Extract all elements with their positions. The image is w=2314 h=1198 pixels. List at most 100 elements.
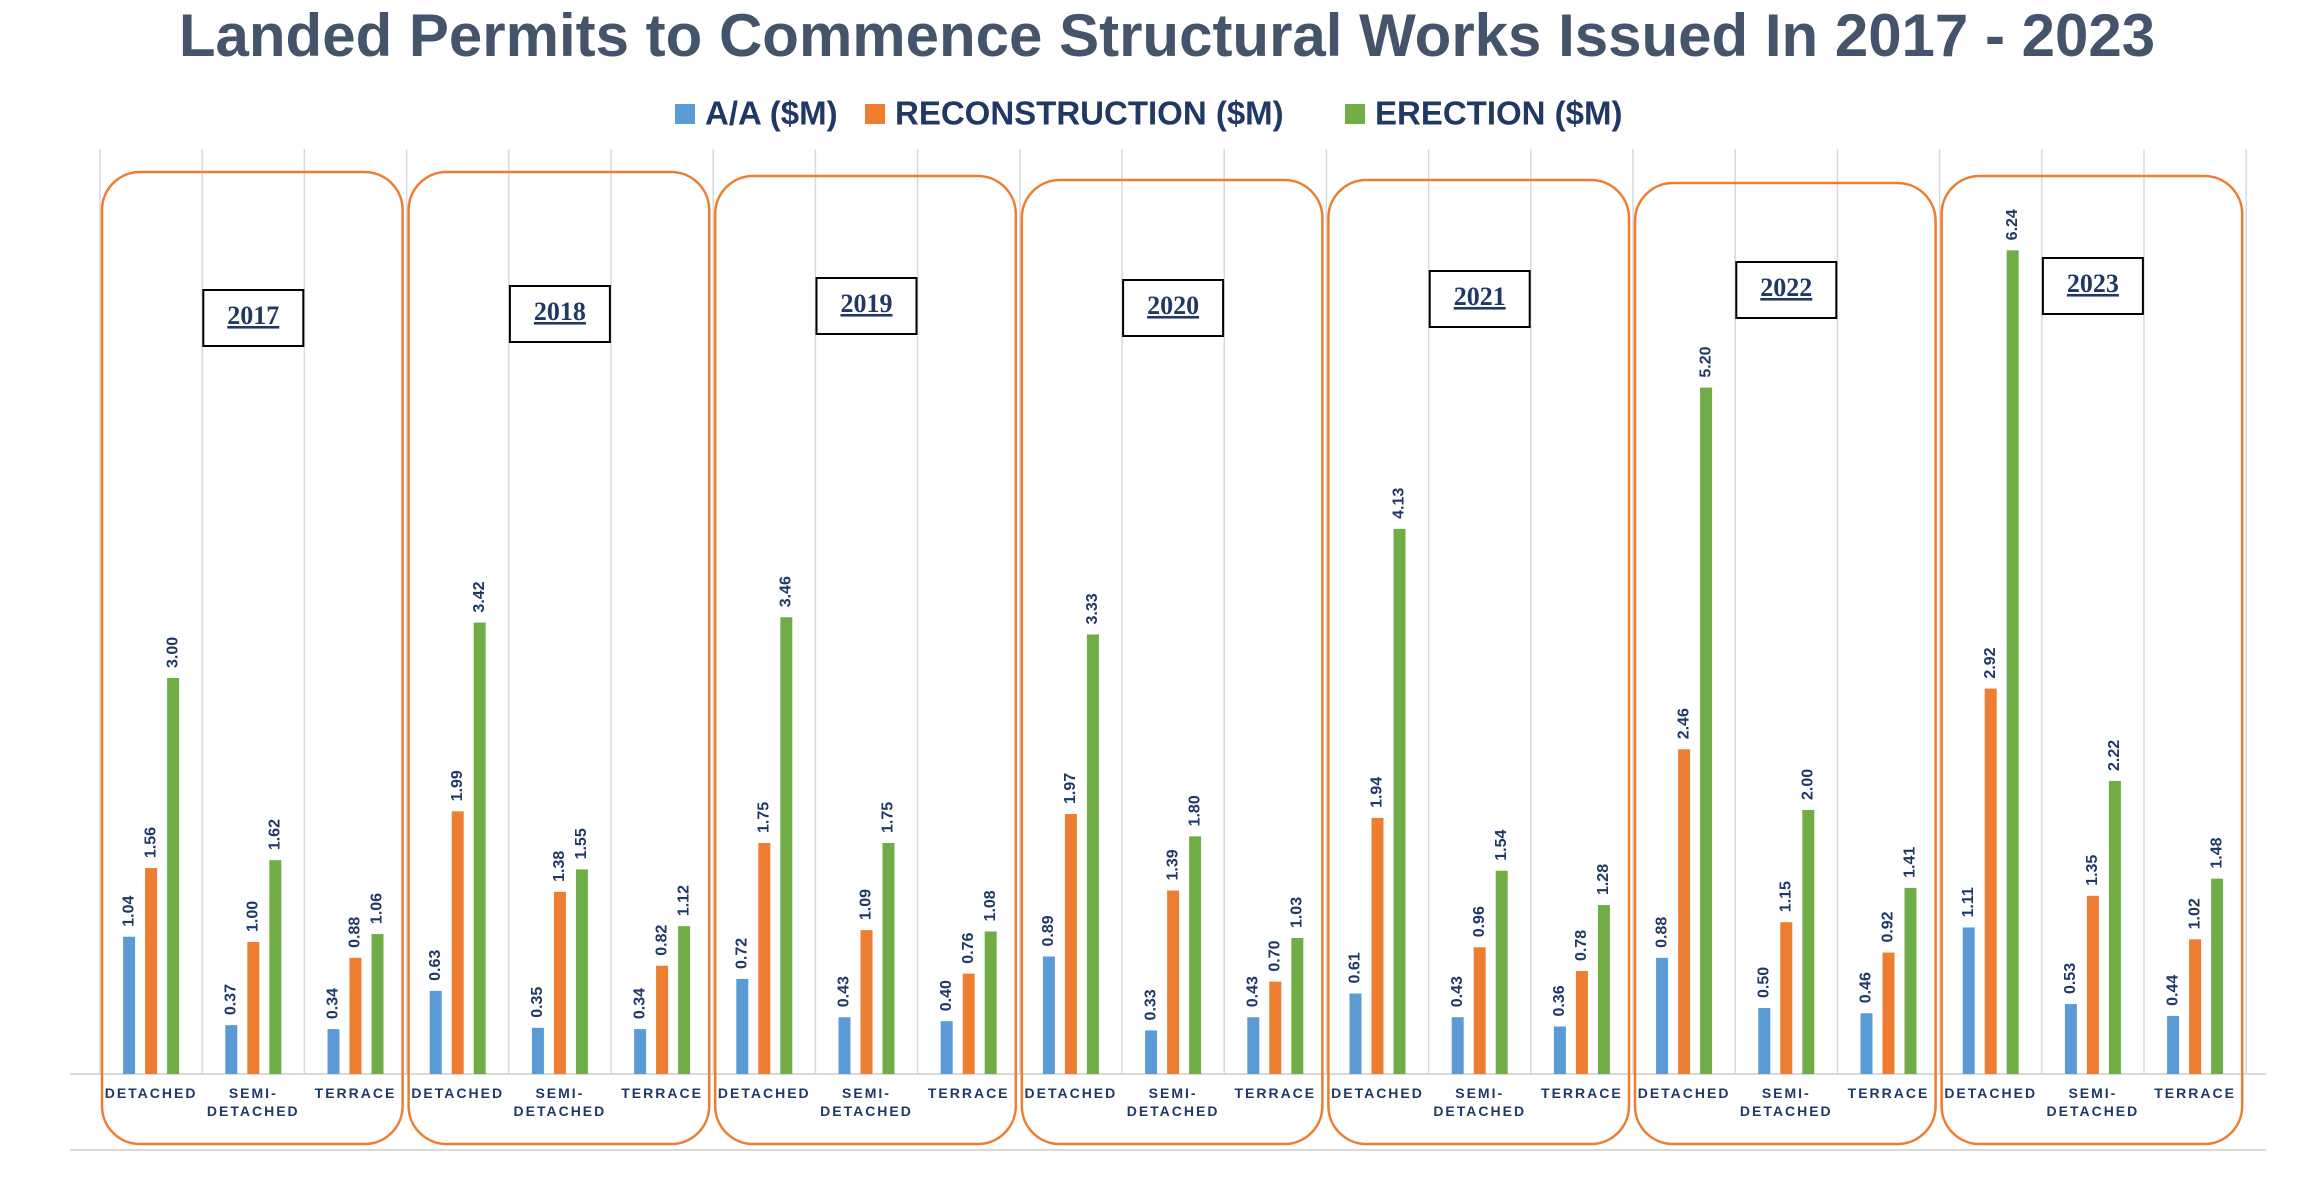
value-label: 0.76 xyxy=(960,932,977,963)
x-tick-label: SEMI-DETACHED xyxy=(2046,1085,2140,1119)
x-tick-label: SEMI-DETACHED xyxy=(1739,1085,1833,1119)
bar xyxy=(1042,956,1055,1074)
bar xyxy=(1451,1017,1464,1074)
x-tick-label: TERRACE xyxy=(621,1085,703,1101)
value-label: 0.72 xyxy=(734,938,751,969)
bar xyxy=(1473,947,1486,1074)
x-tick-label: DETACHED xyxy=(104,1085,198,1101)
year-box xyxy=(1122,279,1225,337)
bar xyxy=(1700,387,1713,1075)
year-label: 2023 xyxy=(2067,269,2119,298)
bar xyxy=(269,860,282,1074)
year-box xyxy=(508,285,611,343)
value-label: 1.97 xyxy=(1062,773,1079,804)
bar xyxy=(531,1027,544,1074)
value-label: 1.15 xyxy=(1778,881,1795,912)
bar xyxy=(225,1025,238,1074)
x-tick-label: SEMI-DETACHED xyxy=(1126,1085,1220,1119)
value-label: 1.02 xyxy=(2186,898,2203,929)
value-label: 1.94 xyxy=(1369,777,1386,808)
value-label: 0.33 xyxy=(1142,989,1159,1020)
x-tick-label: DETACHED xyxy=(717,1085,811,1101)
year-box xyxy=(202,289,305,347)
bar xyxy=(1882,952,1895,1074)
bar xyxy=(371,934,384,1074)
legend-label: RECONSTRUCTION ($M) xyxy=(895,95,1284,132)
legend-swatch xyxy=(865,104,885,124)
value-label: 2.46 xyxy=(1675,708,1692,739)
legend-label: ERECTION ($M) xyxy=(1375,95,1623,132)
bar xyxy=(1656,957,1669,1074)
bar xyxy=(678,926,691,1074)
year-box xyxy=(2041,257,2144,315)
value-label: 0.82 xyxy=(653,925,670,956)
year-label: 2018 xyxy=(534,297,586,326)
value-label: 0.44 xyxy=(2164,975,2181,1006)
value-label: 1.03 xyxy=(1289,897,1306,928)
bar xyxy=(1291,938,1304,1074)
x-tick-label: DETACHED xyxy=(1944,1085,2038,1101)
bar xyxy=(1371,817,1384,1074)
bar xyxy=(1349,993,1362,1074)
bar xyxy=(167,678,180,1074)
value-label: 0.34 xyxy=(631,988,648,1019)
bar xyxy=(882,843,895,1074)
bar xyxy=(2064,1004,2077,1074)
value-label: 1.04 xyxy=(120,895,137,926)
value-label: 0.36 xyxy=(1551,985,1568,1016)
bar xyxy=(1575,971,1588,1074)
bar xyxy=(327,1029,340,1074)
bar xyxy=(247,942,260,1074)
bar xyxy=(780,617,793,1074)
value-label: 1.35 xyxy=(2084,855,2101,886)
bar xyxy=(1553,1026,1566,1074)
bar xyxy=(1086,634,1099,1074)
value-label: 2.92 xyxy=(1982,647,1999,678)
value-label: 1.06 xyxy=(369,893,386,924)
value-label: 3.00 xyxy=(164,637,181,668)
year-label: 2017 xyxy=(227,301,279,330)
bar xyxy=(1904,887,1917,1074)
bar xyxy=(736,978,749,1074)
value-label: 0.61 xyxy=(1347,952,1364,983)
bar xyxy=(1597,905,1610,1074)
bar xyxy=(553,891,566,1074)
bar xyxy=(860,930,873,1074)
value-label: 1.09 xyxy=(858,889,875,920)
bar xyxy=(123,936,136,1074)
group-box xyxy=(713,174,1018,1146)
value-label: 1.00 xyxy=(245,901,262,932)
bar xyxy=(838,1017,851,1074)
value-label: 0.70 xyxy=(1267,940,1284,971)
value-label: 1.11 xyxy=(1960,887,1977,917)
bar xyxy=(575,869,588,1074)
bar xyxy=(1780,922,1793,1074)
year-label: 2021 xyxy=(1454,282,1506,311)
bar xyxy=(1758,1008,1771,1074)
x-tick-label: TERRACE xyxy=(1847,1085,1930,1101)
value-label: 3.42 xyxy=(471,581,488,612)
value-label: 0.43 xyxy=(1449,976,1466,1007)
year-label: 2020 xyxy=(1147,291,1199,320)
value-label: 1.48 xyxy=(2208,837,2225,868)
value-label: 0.63 xyxy=(427,950,444,981)
group-box xyxy=(1940,174,2244,1146)
value-label: 0.35 xyxy=(529,987,546,1018)
bar xyxy=(656,965,669,1074)
value-label: 0.88 xyxy=(1653,917,1670,948)
bar xyxy=(1962,927,1975,1074)
bar xyxy=(940,1021,953,1074)
bar xyxy=(429,990,442,1074)
value-label: 1.55 xyxy=(573,828,590,859)
x-tick-label: TERRACE xyxy=(2154,1085,2236,1101)
x-tick-label: SEMI-DETACHED xyxy=(820,1085,913,1119)
group-box xyxy=(1327,178,1631,1146)
x-tick-label: TERRACE xyxy=(927,1085,1010,1101)
value-label: 1.99 xyxy=(449,770,466,801)
bar xyxy=(349,957,362,1074)
bar xyxy=(962,973,975,1074)
group-box xyxy=(407,170,711,1146)
value-label: 0.88 xyxy=(347,917,364,948)
